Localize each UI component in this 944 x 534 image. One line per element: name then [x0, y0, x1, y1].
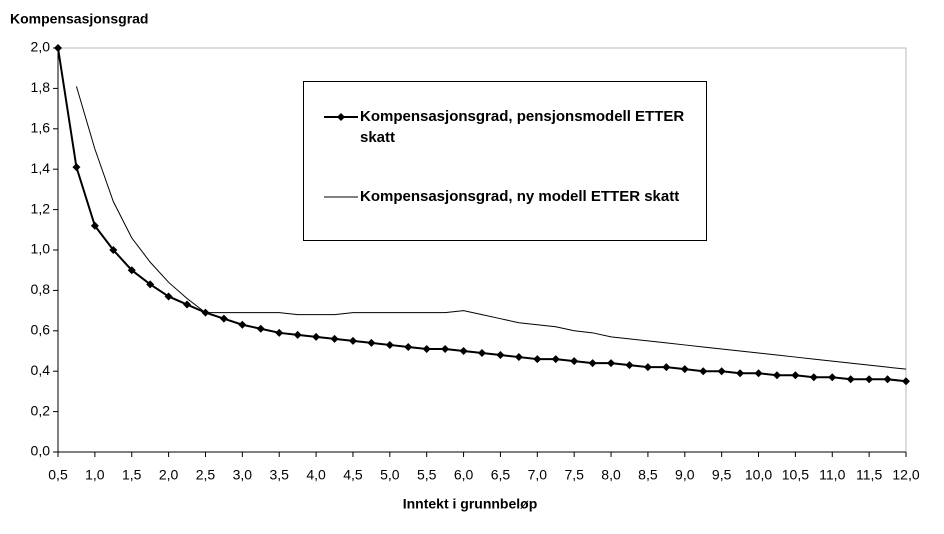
marker: [772, 371, 781, 380]
marker: [791, 371, 800, 380]
x-axis-title: Inntekt i grunnbeløp: [403, 496, 538, 512]
marker: [164, 292, 173, 301]
marker: [865, 375, 874, 384]
marker: [183, 300, 192, 309]
legend-entry: Kompensasjonsgrad, ny modell ETTER skatt: [324, 186, 694, 207]
marker: [367, 338, 376, 347]
x-tick-label: 11,5: [856, 467, 882, 483]
marker: [256, 324, 265, 333]
marker: [514, 353, 523, 362]
y-tick-label: 1,0: [31, 241, 51, 257]
x-tick-label: 8,0: [601, 467, 621, 483]
marker: [72, 163, 81, 172]
y-tick-label: 0,0: [31, 443, 51, 459]
marker: [607, 359, 616, 368]
legend-entry: Kompensasjonsgrad, pensjonsmodell ETTER …: [324, 106, 694, 148]
marker: [570, 357, 579, 366]
marker: [238, 320, 247, 329]
marker: [883, 375, 892, 384]
marker: [478, 349, 486, 358]
marker: [846, 375, 855, 384]
x-tick-label: 0,5: [48, 467, 68, 483]
legend-label: Kompensasjonsgrad, pensjonsmodell ETTER …: [360, 108, 685, 146]
y-tick-label: 0,4: [31, 362, 51, 378]
y-tick-label: 0,8: [31, 281, 51, 297]
y-tick-label: 1,4: [31, 160, 51, 176]
marker: [736, 369, 745, 378]
x-tick-label: 10,0: [745, 467, 772, 483]
x-tick-label: 9,0: [675, 467, 695, 483]
marker: [127, 266, 136, 275]
x-tick-label: 4,0: [306, 467, 326, 483]
marker: [219, 314, 228, 323]
legend-swatch: [324, 196, 358, 198]
x-tick-label: 4,5: [343, 467, 363, 483]
x-tick-label: 5,0: [380, 467, 400, 483]
marker: [54, 44, 62, 52]
marker: [404, 342, 413, 351]
y-tick-label: 1,6: [31, 120, 51, 136]
y-axis-title: Kompensasjonsgrad: [10, 11, 148, 27]
x-tick-label: 11,0: [819, 467, 845, 483]
y-tick-label: 2,0: [31, 39, 51, 55]
legend-label: Kompensasjonsgrad, ny modell ETTER skatt: [360, 188, 680, 205]
y-tick-label: 0,2: [31, 402, 51, 418]
x-tick-label: 1,0: [85, 467, 105, 483]
x-tick-label: 2,0: [159, 467, 179, 483]
marker: [312, 332, 321, 341]
marker: [533, 355, 542, 364]
marker: [551, 355, 560, 364]
x-tick-label: 3,5: [269, 467, 289, 483]
marker: [385, 340, 394, 349]
marker: [717, 367, 726, 376]
y-tick-label: 1,8: [31, 79, 51, 95]
marker: [441, 344, 450, 353]
y-tick-label: 1,2: [31, 200, 51, 216]
marker: [699, 367, 708, 376]
marker: [496, 351, 505, 360]
marker: [625, 361, 634, 370]
marker: [422, 344, 431, 353]
marker: [109, 246, 118, 254]
marker: [828, 373, 837, 382]
x-tick-label: 2,5: [196, 467, 216, 483]
x-tick-label: 10,5: [782, 467, 809, 483]
x-tick-label: 6,5: [491, 467, 511, 483]
marker: [588, 359, 597, 368]
x-tick-label: 7,5: [564, 467, 584, 483]
marker: [754, 369, 763, 378]
x-tick-label: 7,0: [528, 467, 548, 483]
x-tick-label: 3,0: [233, 467, 253, 483]
series-line: [75, 86, 907, 370]
marker: [662, 363, 671, 372]
marker: [275, 328, 284, 337]
marker: [643, 363, 652, 372]
legend: Kompensasjonsgrad, pensjonsmodell ETTER …: [303, 81, 707, 241]
marker: [146, 280, 155, 289]
marker: [459, 347, 468, 355]
marker: [293, 330, 302, 339]
marker: [902, 377, 910, 386]
x-tick-label: 5,5: [417, 467, 437, 483]
marker: [348, 336, 357, 345]
x-tick-label: 6,0: [454, 467, 474, 483]
marker: [330, 334, 339, 343]
marker: [809, 373, 818, 382]
y-tick-label: 0,6: [31, 322, 51, 338]
x-tick-label: 1,5: [122, 467, 142, 483]
legend-swatch: [324, 113, 358, 121]
x-tick-label: 12,0: [892, 467, 919, 483]
x-tick-label: 9,5: [712, 467, 732, 483]
marker: [90, 221, 99, 230]
marker: [680, 365, 689, 374]
x-tick-label: 8,5: [638, 467, 658, 483]
